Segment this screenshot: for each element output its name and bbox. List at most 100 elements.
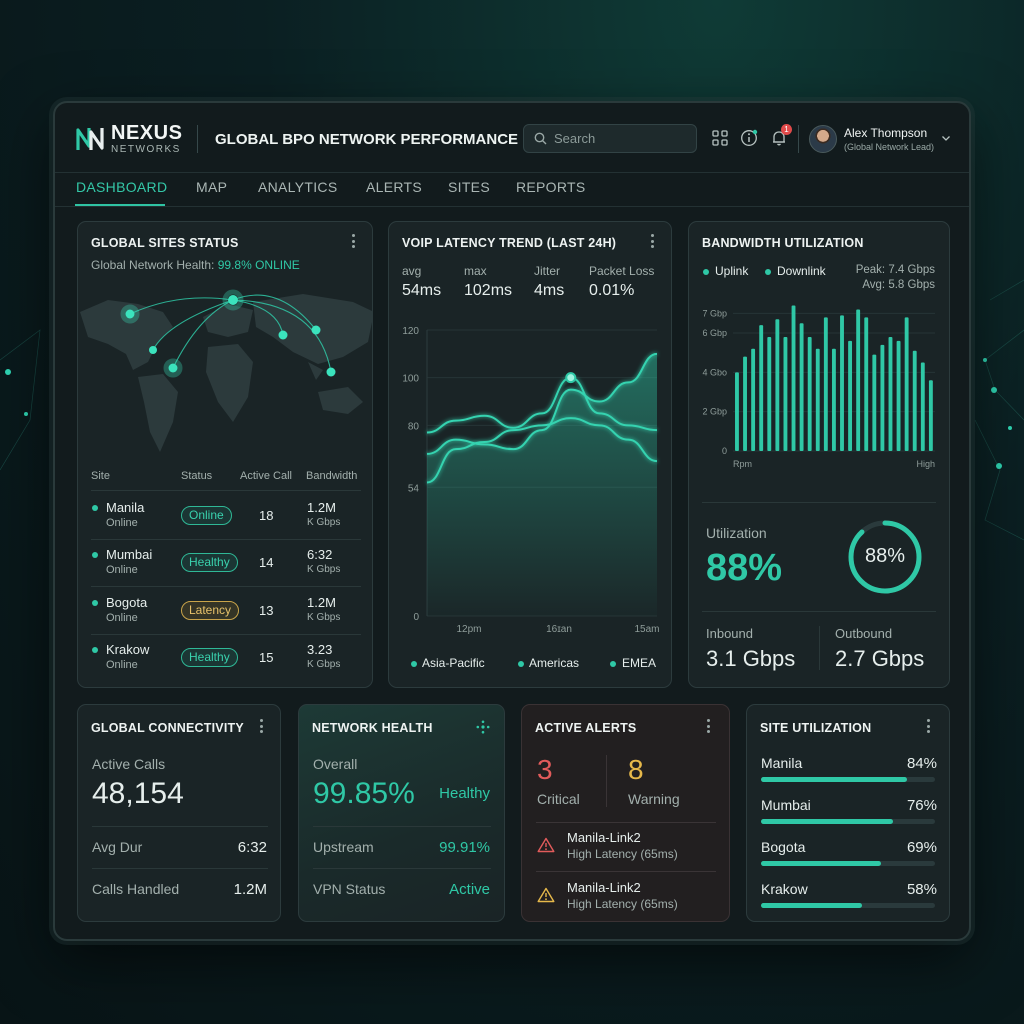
utilization-bar-fill (761, 903, 862, 908)
more-options-icon[interactable] (705, 719, 711, 735)
divider (798, 125, 799, 153)
more-options-icon[interactable] (925, 719, 931, 735)
more-options-icon[interactable] (258, 719, 264, 735)
critical-count: 3 (537, 754, 553, 785)
site-sub: Online (106, 612, 138, 624)
alert-name: Manila-Link2 (567, 830, 641, 845)
alert-item[interactable]: Manila-Link2 High Latency (65ms) (522, 829, 729, 869)
tab-dashboard[interactable]: DASHBOARD (76, 179, 168, 195)
tab-analytics[interactable]: ANALYTICS (258, 179, 338, 195)
series-line-emea (426, 417, 658, 484)
divider (536, 822, 716, 823)
legend-dot (518, 661, 524, 667)
status-dot (92, 552, 98, 558)
card-title: GLOBAL CONNECTIVITY (91, 721, 244, 735)
network-health-line: Global Network Health: 99.8% ONLINE (91, 258, 300, 272)
bandwidth-unit: K Gbps (307, 564, 341, 575)
bandwidth-bar (840, 315, 844, 451)
bandwidth-unit: K Gbps (307, 517, 341, 528)
site-name: Manila (761, 755, 803, 771)
utilization-bar-track (761, 861, 935, 866)
status-badge: Online (181, 506, 232, 525)
bandwidth-bar (920, 362, 925, 451)
card-title: SITE UTILIZATION (760, 721, 872, 735)
health-label: Global Network Health: (91, 258, 215, 272)
apps-grid-icon[interactable] (711, 129, 729, 147)
utilization-bar-track (761, 777, 935, 782)
avg-value: Avg: 5.8 Gbps (862, 279, 935, 291)
table-row[interactable]: Mumbai Online Healthy 14 6:32 K Gbps (78, 545, 372, 589)
latency-line-chart[interactable]: 120 100 80 54 0 12pm 16ɪan 15am (389, 314, 672, 654)
site-name: Mumbai (761, 797, 811, 813)
site-utilization-row[interactable]: Krakow 58% (747, 881, 949, 919)
avatar[interactable] (809, 125, 837, 153)
tab-map[interactable]: MAP (196, 179, 228, 195)
brand-name: NEXUS (111, 122, 183, 144)
vpn-status-value: Active (449, 881, 490, 898)
more-options-icon[interactable] (649, 234, 655, 250)
status-dot (92, 600, 98, 606)
legend-emea: EMEA (622, 656, 657, 670)
search-input[interactable] (554, 131, 684, 146)
warning-count: 8 (628, 754, 644, 785)
site-name: Bogota (761, 839, 806, 855)
site-utilization-row[interactable]: Mumbai 76% (747, 797, 949, 835)
bandwidth-bar (751, 348, 756, 451)
bandwidth-bar (848, 340, 853, 451)
brand-logo[interactable]: NEXUS NETWORKS (75, 123, 182, 155)
site-utilization-row[interactable]: Bogota 69% (747, 839, 949, 877)
col-header-active-call: Active Call (240, 470, 292, 482)
site-sub: Online (106, 564, 138, 576)
utilization-percent: 69% (906, 839, 937, 856)
table-row[interactable]: Manila Online Online 18 1.2M K Gbps (78, 498, 372, 542)
global-connectivity-card: GLOBAL CONNECTIVITY Active Calls 48,154 … (77, 704, 281, 922)
tab-reports[interactable]: REPORTS (516, 179, 586, 195)
bandwidth-bar-chart[interactable]: 7 Gbp 6 Gbp 4 Gbo 2 Gbp 0 Rpm High (689, 298, 950, 488)
active-calls: 13 (259, 603, 274, 618)
critical-warning-icon (537, 837, 555, 853)
table-row[interactable]: Krakow Online Healthy 15 3.23 K Gbps (78, 640, 372, 684)
divider (92, 868, 268, 869)
status-badge: Latency (181, 601, 240, 620)
divider (606, 755, 607, 807)
bandwidth-bar (856, 309, 861, 451)
site-utilization-row[interactable]: Manila 84% (747, 755, 949, 793)
utilization-bar-track (761, 819, 935, 824)
avg-dur-value: 6:32 (237, 839, 267, 856)
divider (91, 634, 361, 635)
user-name[interactable]: Alex Thompson (844, 126, 928, 140)
active-calls: 18 (259, 508, 274, 523)
gauge-value: 88% (864, 545, 906, 567)
world-map[interactable] (78, 282, 373, 462)
notification-bell-icon[interactable] (770, 129, 788, 147)
calls-handled-label: Calls Handled (92, 881, 180, 897)
divider (197, 125, 198, 153)
global-sites-status-card: GLOBAL SITES STATUS Global Network Healt… (77, 221, 373, 688)
bandwidth-bar (928, 380, 933, 451)
network-nodes-icon[interactable] (476, 720, 490, 734)
table-row[interactable]: Bogota Online Latency 13 1.2M K Gbps (78, 593, 372, 637)
x-tick-label: 16ɪan (546, 624, 572, 635)
divider (819, 626, 820, 670)
active-alerts-card: ACTIVE ALERTS 3 Critical 8 Warning Manil… (521, 704, 730, 922)
chevron-down-icon[interactable] (941, 133, 951, 143)
divider (92, 826, 268, 827)
tab-alerts[interactable]: ALERTS (366, 179, 423, 195)
utilization-bar-fill (761, 819, 894, 824)
stat-avg-value: 54ms (402, 282, 442, 299)
alert-item[interactable]: Manila-Link2 High Latency (65ms) (522, 879, 729, 919)
more-options-icon[interactable] (350, 234, 356, 250)
search-icon (534, 132, 547, 145)
bandwidth-bar (904, 317, 909, 451)
search-box[interactable] (523, 124, 697, 153)
info-icon[interactable] (740, 129, 758, 147)
tab-sites[interactable]: SITES (448, 179, 490, 195)
legend-uplink: Uplink (715, 264, 749, 278)
legend-dot (703, 269, 709, 275)
stat-jitter-label: Jitter (534, 264, 561, 278)
alert-detail: High Latency (65ms) (567, 897, 678, 911)
utilization-label: Utilization (706, 525, 767, 541)
bandwidth-bar (880, 344, 885, 451)
divider (313, 868, 491, 869)
